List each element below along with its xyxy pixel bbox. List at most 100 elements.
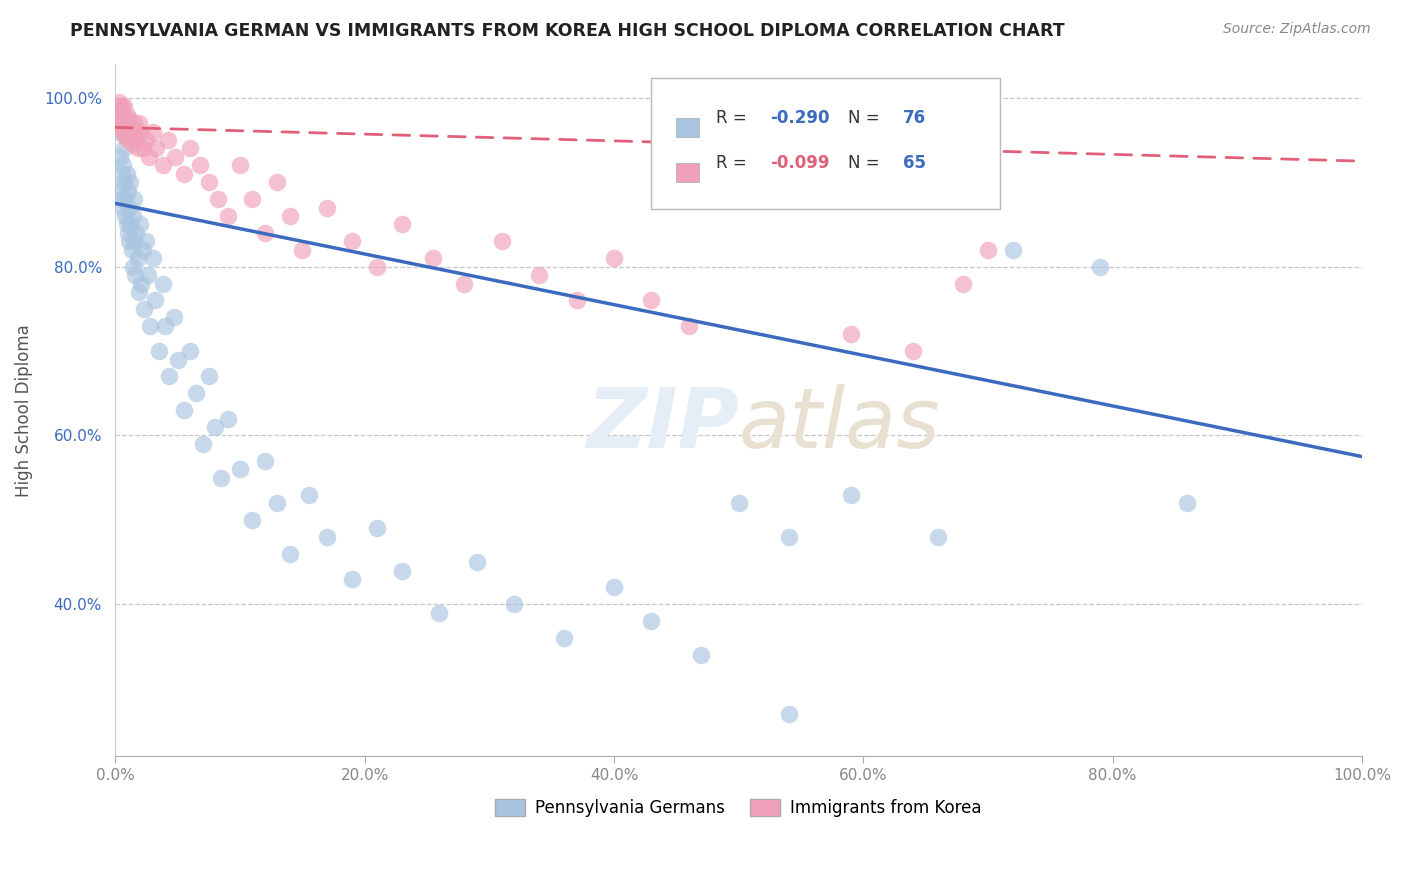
Point xyxy=(565,293,588,308)
Point xyxy=(111,125,134,139)
Point xyxy=(142,125,165,139)
Point xyxy=(118,112,141,126)
Point xyxy=(186,386,208,401)
Point xyxy=(110,120,132,135)
Point xyxy=(229,158,252,172)
Point xyxy=(391,564,413,578)
Point xyxy=(127,141,149,155)
Point xyxy=(110,150,132,164)
Text: R =: R = xyxy=(716,109,752,127)
Point xyxy=(142,251,165,265)
Point xyxy=(115,108,138,122)
Point xyxy=(120,120,142,135)
Point xyxy=(242,192,264,206)
Point xyxy=(124,268,146,282)
Point xyxy=(111,158,134,172)
Point xyxy=(124,125,146,139)
Point xyxy=(145,141,167,155)
Point xyxy=(927,530,949,544)
Point xyxy=(603,251,626,265)
Point xyxy=(125,133,148,147)
Point xyxy=(901,344,924,359)
Point xyxy=(118,201,141,215)
Point xyxy=(553,631,575,645)
Point xyxy=(135,235,157,249)
Point xyxy=(117,184,139,198)
Point xyxy=(165,150,187,164)
Point xyxy=(453,277,475,291)
Point xyxy=(108,125,131,139)
Point xyxy=(173,167,195,181)
Point xyxy=(117,125,139,139)
Point xyxy=(191,437,214,451)
Point xyxy=(217,209,239,223)
Point xyxy=(120,175,142,189)
Point xyxy=(422,251,444,265)
Point xyxy=(278,209,301,223)
Point xyxy=(429,606,451,620)
Point xyxy=(120,218,142,232)
Point xyxy=(229,462,252,476)
Point xyxy=(640,293,662,308)
Point xyxy=(110,99,132,113)
Point xyxy=(132,301,155,316)
Point xyxy=(135,133,157,147)
Point xyxy=(503,597,526,611)
Point xyxy=(132,243,155,257)
Point xyxy=(112,112,135,126)
Point xyxy=(112,99,135,113)
Point xyxy=(108,95,131,109)
Point xyxy=(128,116,150,130)
Point xyxy=(340,572,363,586)
Point xyxy=(198,369,221,384)
Point xyxy=(527,268,550,282)
Point xyxy=(242,513,264,527)
Point xyxy=(117,226,139,240)
Text: ZIP: ZIP xyxy=(586,384,738,465)
Point xyxy=(316,530,339,544)
Point xyxy=(114,209,136,223)
Legend: Pennsylvania Germans, Immigrants from Korea: Pennsylvania Germans, Immigrants from Ko… xyxy=(489,793,988,824)
Point xyxy=(121,137,143,152)
Text: Source: ZipAtlas.com: Source: ZipAtlas.com xyxy=(1223,22,1371,37)
Point xyxy=(148,344,170,359)
Point xyxy=(110,167,132,181)
Point xyxy=(127,251,149,265)
Point xyxy=(179,141,201,155)
Point xyxy=(1177,496,1199,510)
Point xyxy=(115,167,138,181)
Point xyxy=(129,218,152,232)
Text: atlas: atlas xyxy=(738,384,941,465)
Point xyxy=(366,521,388,535)
Point xyxy=(110,184,132,198)
Point xyxy=(678,318,700,333)
Point xyxy=(297,487,319,501)
Point xyxy=(690,648,713,662)
Point xyxy=(110,112,132,126)
Text: N =: N = xyxy=(848,154,886,172)
Point xyxy=(157,369,180,384)
Point xyxy=(115,218,138,232)
Point xyxy=(778,707,800,722)
Text: R =: R = xyxy=(716,154,752,172)
Point xyxy=(316,201,339,215)
Text: -0.290: -0.290 xyxy=(770,109,830,127)
Point xyxy=(340,235,363,249)
Point xyxy=(391,218,413,232)
Point xyxy=(491,235,513,249)
Point xyxy=(121,243,143,257)
Point xyxy=(778,158,800,172)
Point xyxy=(839,487,862,501)
Point xyxy=(111,201,134,215)
Point xyxy=(727,496,749,510)
Point xyxy=(217,411,239,425)
Point xyxy=(152,277,174,291)
Y-axis label: High School Diploma: High School Diploma xyxy=(15,324,32,497)
Point xyxy=(138,150,160,164)
Point xyxy=(115,116,138,130)
Point xyxy=(131,277,153,291)
Point xyxy=(603,581,626,595)
Point xyxy=(266,175,288,189)
FancyBboxPatch shape xyxy=(676,118,699,136)
Text: PENNSYLVANIA GERMAN VS IMMIGRANTS FROM KOREA HIGH SCHOOL DIPLOMA CORRELATION CHA: PENNSYLVANIA GERMAN VS IMMIGRANTS FROM K… xyxy=(70,22,1064,40)
